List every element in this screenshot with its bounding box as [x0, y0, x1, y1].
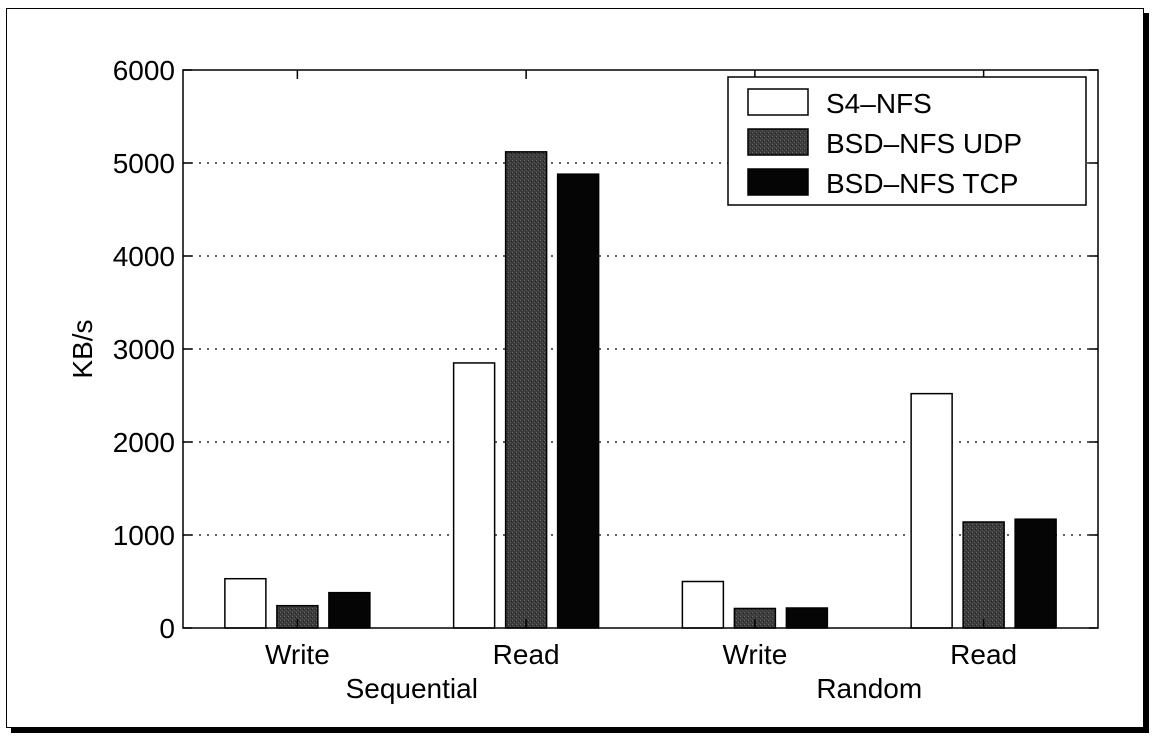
y-tick-label: 2000 — [113, 427, 175, 458]
x-tick-label: Write — [265, 639, 330, 670]
bar — [556, 173, 600, 629]
y-axis-label: KB/s — [67, 319, 98, 378]
legend-label: BSD–NFS TCP — [826, 168, 1018, 199]
x-tick-label: Read — [950, 639, 1017, 670]
y-tick-label: 4000 — [113, 241, 175, 272]
legend-swatch — [747, 168, 809, 196]
bar — [1014, 518, 1057, 629]
legend-swatch — [747, 88, 809, 116]
axis-ticks: 0 1000 2000 3000 4000 5000 6000 Write Read Write R… — [113, 55, 1098, 704]
grid-lines — [183, 162, 1098, 536]
group-label: Random — [816, 673, 922, 704]
bar — [452, 362, 496, 629]
bar — [785, 607, 829, 629]
y-tick-label: 5000 — [113, 148, 175, 179]
x-tick-label: Read — [493, 639, 560, 670]
bar — [962, 521, 1005, 629]
legend-label: S4–NFS — [826, 88, 932, 119]
bar — [504, 151, 548, 629]
y-tick-label: 3000 — [113, 334, 175, 365]
group-label: Sequential — [346, 673, 478, 704]
y-tick-label: 1000 — [113, 520, 175, 551]
bar — [910, 392, 953, 629]
legend-label: BSD–NFS UDP — [826, 128, 1022, 159]
bar — [224, 577, 267, 629]
y-tick-label: 0 — [159, 613, 175, 644]
bar — [681, 580, 725, 629]
x-tick-label: Write — [722, 639, 787, 670]
legend-swatch — [747, 128, 809, 156]
bars — [224, 151, 1057, 629]
y-tick-label: 6000 — [113, 55, 175, 86]
bar — [328, 591, 371, 629]
legend: S4–NFS BSD–NFS UDP BSD–NFS TCP — [727, 76, 1087, 206]
